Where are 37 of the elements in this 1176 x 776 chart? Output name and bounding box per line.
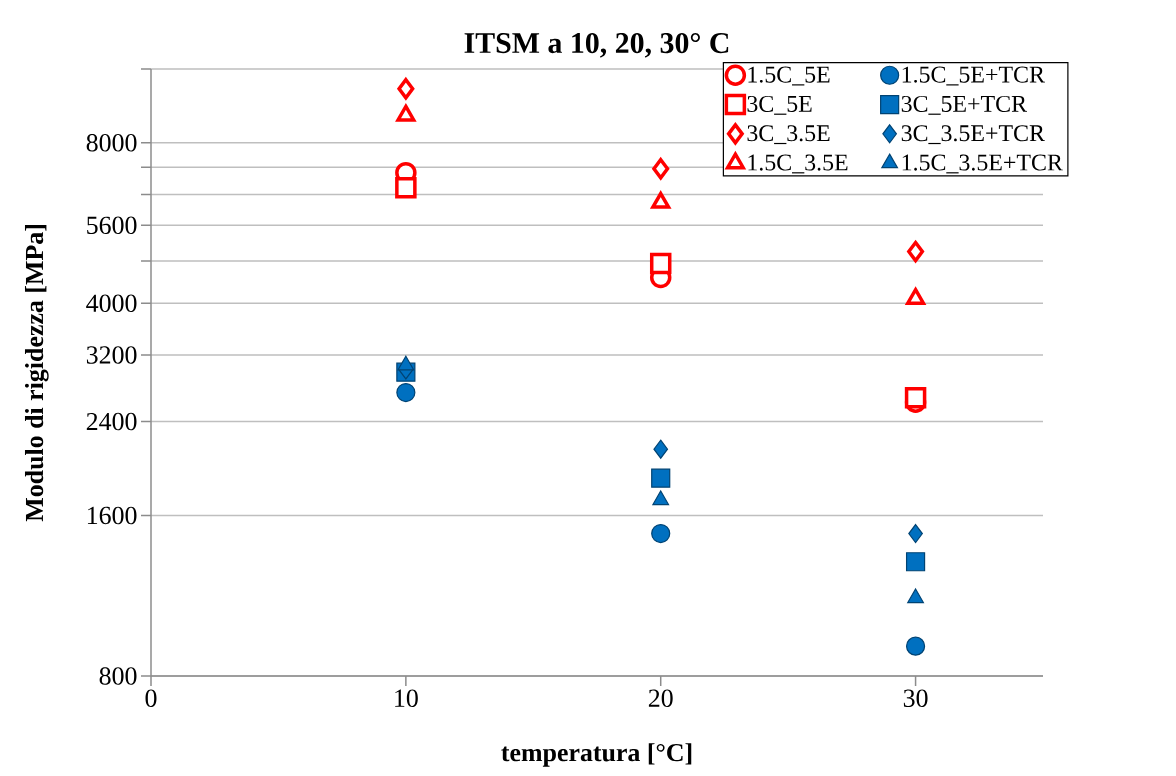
point bbox=[649, 252, 672, 275]
point bbox=[907, 588, 924, 604]
y-tick-label: 8000 bbox=[86, 133, 137, 152]
x-tick-label: 0 bbox=[145, 689, 157, 707]
x-tick-label: 20 bbox=[648, 689, 673, 707]
legend-label: 1.5C_3.5E+TCR bbox=[902, 154, 1063, 174]
x-tick-label: 30 bbox=[903, 689, 928, 707]
legend-label: 1.5C_3.5E bbox=[748, 154, 848, 174]
chart-title: ITSM a 10, 20, 30° C bbox=[464, 32, 729, 58]
x-axis-title: temperatura [°C] bbox=[501, 743, 692, 767]
point bbox=[396, 382, 416, 403]
point bbox=[904, 386, 927, 409]
legend-label: 3C_5E bbox=[747, 95, 812, 115]
point bbox=[908, 523, 923, 544]
legend-label: 3C_3.5E bbox=[747, 125, 830, 145]
legend-label: 1.5C_5E+TCR bbox=[902, 66, 1045, 86]
y-tick-label: 2400 bbox=[86, 412, 137, 431]
y-tick-label: 1600 bbox=[87, 506, 137, 525]
point bbox=[652, 490, 670, 506]
point bbox=[652, 157, 670, 180]
legend-label: 3C_3.5E+TCR bbox=[901, 125, 1045, 145]
point bbox=[395, 176, 417, 199]
y-tick-label: 800 bbox=[99, 667, 137, 685]
y-tick-label: 3200 bbox=[86, 346, 137, 364]
y-tick-label: 5600 bbox=[87, 216, 137, 235]
legend-label: 3C_5E+TCR bbox=[901, 95, 1028, 115]
y-axis-title: Modulo di rigidezza [MPa] bbox=[24, 225, 49, 522]
point bbox=[397, 77, 415, 100]
point bbox=[651, 468, 671, 488]
legend-label: 1.5C_5E bbox=[748, 66, 830, 86]
point bbox=[905, 636, 926, 656]
point bbox=[905, 552, 926, 572]
point bbox=[907, 240, 925, 263]
y-tick-label: 4000 bbox=[86, 294, 137, 312]
x-tick-label: 10 bbox=[395, 689, 418, 707]
point bbox=[651, 523, 671, 544]
point bbox=[653, 439, 669, 459]
